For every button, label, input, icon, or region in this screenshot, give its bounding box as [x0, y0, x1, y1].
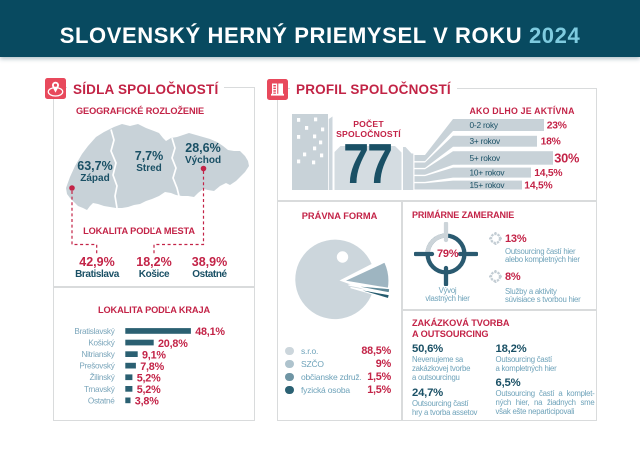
svg-text:Bratislavský: Bratislavský	[74, 327, 115, 336]
svg-text:5,2%: 5,2%	[137, 384, 161, 396]
svg-text:23%: 23%	[547, 121, 567, 132]
svg-text:Prešovský: Prešovský	[79, 362, 115, 371]
svg-text:14,5%: 14,5%	[524, 181, 552, 192]
svg-text:48,1%: 48,1%	[195, 326, 225, 338]
svg-text:14,5%: 14,5%	[534, 168, 562, 179]
svg-text:Ostatné: Ostatné	[88, 396, 115, 405]
svg-text:5+ rokov: 5+ rokov	[470, 153, 502, 163]
svg-text:Košický: Košický	[88, 339, 115, 348]
svg-text:Trnavský: Trnavský	[84, 385, 116, 394]
svg-text:5,2%: 5,2%	[137, 373, 161, 385]
svg-text:3,8%: 3,8%	[135, 396, 159, 408]
svg-text:Nitriansky: Nitriansky	[82, 350, 116, 359]
svg-text:Žilinský: Žilinský	[90, 372, 116, 382]
svg-text:10+ rokov: 10+ rokov	[470, 168, 506, 178]
svg-text:0-2 roky: 0-2 roky	[470, 120, 499, 130]
svg-text:7,8%: 7,8%	[140, 361, 164, 373]
svg-text:3+ rokov: 3+ rokov	[470, 136, 502, 146]
svg-text:20,8%: 20,8%	[158, 338, 188, 350]
svg-text:30%: 30%	[554, 150, 580, 165]
svg-text:18%: 18%	[541, 137, 561, 148]
svg-text:9,1%: 9,1%	[142, 349, 166, 361]
svg-text:15+ rokov: 15+ rokov	[470, 180, 506, 190]
